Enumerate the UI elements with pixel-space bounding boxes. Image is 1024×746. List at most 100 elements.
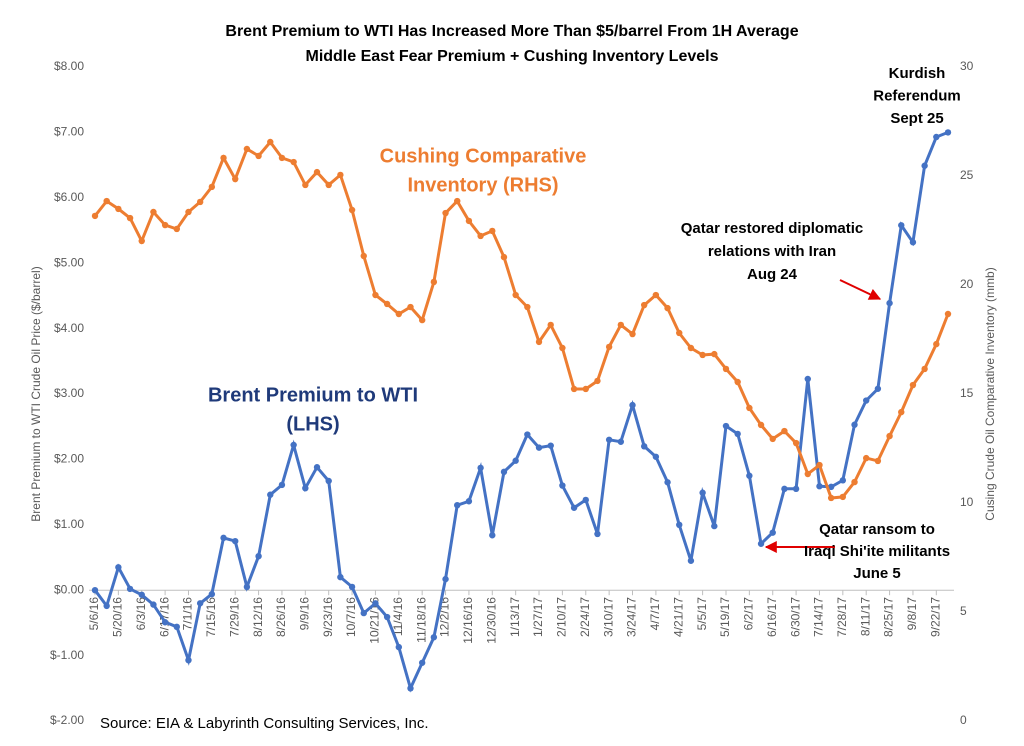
x-tick-label: 7/1/16 [181, 597, 195, 631]
x-tick-label: 8/25/17 [882, 597, 896, 637]
point [699, 351, 706, 359]
point [255, 552, 262, 560]
point [582, 496, 589, 504]
point [232, 175, 239, 183]
y-tick-label: $-2.00 [50, 713, 84, 727]
point [804, 470, 811, 478]
point [617, 321, 625, 329]
point [220, 534, 227, 542]
point [827, 483, 835, 491]
annotation: (LHS) [286, 413, 339, 435]
point [278, 154, 286, 162]
point [863, 454, 870, 462]
y-tick-label: $1.00 [54, 517, 84, 531]
point [781, 427, 788, 435]
x-tick-label: 9/22/17 [928, 597, 942, 637]
point [874, 385, 882, 392]
y2-tick-label: 20 [960, 277, 974, 291]
point [722, 365, 730, 373]
point [524, 303, 531, 311]
point [874, 457, 882, 465]
point [372, 291, 379, 299]
x-tick-label: 8/11/17 [858, 597, 872, 636]
point [512, 457, 519, 464]
point [664, 304, 671, 312]
annotation: Qatar ransom to [819, 521, 935, 538]
point [348, 206, 356, 214]
point [383, 613, 391, 621]
point [442, 575, 449, 583]
point [290, 441, 297, 449]
y-tick-label: $6.00 [54, 190, 84, 204]
point [746, 404, 753, 412]
point [161, 619, 169, 626]
point [395, 643, 403, 651]
point [594, 530, 601, 538]
point [559, 482, 566, 489]
point [243, 583, 251, 591]
x-tick-label: 7/28/17 [835, 597, 849, 637]
point [430, 278, 438, 286]
point [594, 377, 601, 385]
point [711, 350, 718, 358]
annotation: Kurdish [889, 65, 946, 82]
chart-title: Middle East Fear Premium + Cushing Inven… [305, 48, 718, 65]
x-tick-label: 4/7/17 [648, 597, 662, 631]
x-tick-label: 6/17/16 [157, 597, 171, 637]
point [465, 498, 473, 505]
x-tick-label: 6/16/17 [765, 597, 779, 637]
point [232, 537, 239, 545]
point [302, 484, 309, 492]
x-tick-label: 10/7/16 [344, 597, 358, 637]
point [792, 485, 800, 493]
point [921, 365, 928, 373]
point [629, 401, 636, 409]
x-tick-label: 7/29/16 [227, 597, 241, 637]
point [676, 329, 683, 337]
y2-axis-label: Cusing Crude Oil Comparative Inventory (… [983, 267, 997, 520]
point [839, 477, 847, 484]
point [290, 158, 297, 166]
point [909, 381, 917, 389]
point [535, 444, 543, 451]
point [863, 397, 870, 404]
y-tick-label: $2.00 [54, 452, 84, 466]
point [652, 291, 660, 299]
annotation: Inventory (RHS) [407, 174, 558, 196]
point [547, 321, 554, 329]
annotation: Cushing Comparative [380, 145, 587, 167]
point [605, 436, 613, 443]
point [886, 299, 893, 307]
point [547, 442, 554, 449]
point [629, 330, 636, 338]
point [477, 464, 484, 472]
point [898, 222, 905, 229]
point [746, 472, 753, 479]
point [500, 468, 508, 476]
point [360, 252, 367, 260]
point [91, 212, 99, 220]
annotation: Aug 24 [747, 266, 798, 283]
point [933, 340, 940, 348]
y-tick-label: $3.00 [54, 386, 84, 400]
point [372, 600, 379, 607]
point [570, 504, 578, 511]
x-tick-label: 3/10/17 [601, 597, 615, 637]
point [489, 227, 496, 235]
annotation: June 5 [853, 565, 901, 582]
point [559, 344, 566, 352]
arrow [839, 279, 882, 300]
point [407, 685, 414, 692]
y-tick-label: $7.00 [54, 125, 84, 139]
x-tick-label: 11/18/16 [414, 597, 428, 643]
point [313, 168, 321, 176]
x-tick-label: 3/24/17 [625, 597, 639, 637]
point [734, 430, 741, 438]
point [722, 422, 730, 430]
x-tick-label: 6/2/17 [742, 597, 756, 631]
point [337, 171, 344, 179]
y-axis-label: Brent Premium to WTI Crude Oil Price ($/… [29, 266, 43, 521]
point [605, 343, 613, 351]
point [348, 583, 356, 591]
y2-tick-label: 5 [960, 604, 967, 618]
